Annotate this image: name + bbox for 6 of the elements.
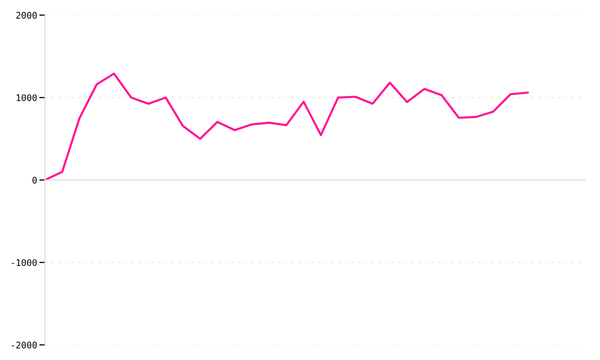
line-series [45,72,529,182]
y-tick-label: 1000 [16,94,37,102]
y-tick-label: 2000 [16,12,37,19]
y-tick-label: -1000 [12,259,37,266]
y-tick-label: 0 [32,176,37,184]
y-tick-label: -2000 [12,342,37,348]
